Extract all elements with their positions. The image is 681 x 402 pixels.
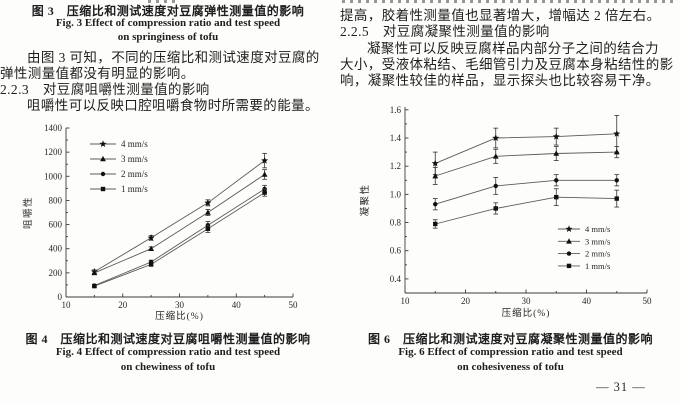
paragraph-line: 响，凝聚性较佳的样品，显示探头也比较容易干净。 [340, 73, 660, 88]
legend: 4 mm/s 3 mm/s 2 mm/s 1 mm/s [90, 139, 148, 194]
fig3-caption-en-2: on springiness of tofu [117, 31, 219, 43]
legend-label: 2 mm/s [121, 169, 148, 179]
paragraph-line: 大小，受液体粘结、毛细管引力及豆腐本身粘结性的影 [340, 57, 674, 72]
series-2mms [432, 174, 620, 211]
series-4mms [431, 115, 621, 176]
fig4-caption-zh: 图 4 压缩比和测试速度对豆腐咀嚼性测量值的影响 [25, 332, 311, 346]
paragraph-line: 咀嚼性可以反映口腔咀嚼食物时所需要的能量。 [27, 98, 319, 113]
svg-text:600: 600 [49, 220, 63, 230]
svg-text:30: 30 [175, 300, 185, 310]
fig6-caption-en-2: on cohesiveness of tofu [457, 361, 564, 373]
svg-text:0.4: 0.4 [390, 274, 402, 284]
svg-text:50: 50 [289, 300, 299, 310]
page-number: — 31 — [596, 380, 646, 394]
svg-text:1400: 1400 [44, 123, 63, 133]
fig6-cohesiveness-chart: 10 20 30 40 50 0.4 0.6 0.8 1.0 1.2 1.4 1.6 压缩比(%) 凝聚性… [340, 93, 681, 328]
series-1mms [91, 188, 268, 289]
svg-text:40: 40 [232, 300, 242, 310]
y-axis-label: 咀嚼性 [22, 196, 34, 229]
x-axis-label: 压缩比(%) [502, 307, 551, 319]
svg-text:20: 20 [461, 296, 471, 306]
series-2mms [91, 184, 268, 288]
series-3mms [432, 146, 620, 185]
legend-label: 3 mm/s [585, 236, 610, 246]
series-1mms [432, 188, 620, 229]
section-heading-225: 2.2.5 对豆腐凝聚性测量值的影响 [340, 24, 550, 39]
svg-text:1.2: 1.2 [390, 161, 401, 171]
svg-text:1200: 1200 [44, 147, 63, 157]
svg-text:20: 20 [118, 300, 128, 310]
fig6-caption-en-1: Fig. 6 Effect of compression ratio and t… [398, 346, 623, 358]
series-3mms [91, 169, 268, 276]
svg-text:1.0: 1.0 [390, 189, 402, 199]
svg-text:1.4: 1.4 [390, 133, 402, 143]
svg-text:1.6: 1.6 [390, 105, 402, 115]
right-column: 提高，胶着性测量值也显著增大，增幅达 2 倍左右。 2.2.5 对豆腐凝聚性测量… [340, 0, 681, 402]
fig6-caption-zh: 图 6 压缩比和测试速度对豆腐凝聚性测量值的影响 [367, 332, 653, 346]
axes [404, 107, 648, 294]
svg-text:400: 400 [49, 244, 63, 254]
series-4mms [90, 152, 269, 275]
legend-label: 1 mm/s [585, 261, 610, 271]
clipped-text-remnant-right [342, 0, 674, 3]
svg-text:10: 10 [62, 300, 72, 310]
svg-text:0.6: 0.6 [390, 246, 402, 256]
svg-text:1000: 1000 [44, 171, 63, 181]
svg-text:0.8: 0.8 [390, 218, 402, 228]
svg-text:0: 0 [58, 292, 63, 302]
svg-text:200: 200 [49, 268, 63, 278]
paragraph-line: 弹性测量值都没有明显的影响。 [0, 66, 195, 81]
left-column: 图 3 压缩比和测试速度对豆腐弹性测量值的影响 Fig. 3 Effect of… [0, 0, 336, 402]
fig6-plot-svg: 10 20 30 40 50 0.4 0.6 0.8 1.0 1.2 1.4 1.6 压缩比(%) 凝聚性… [359, 105, 653, 319]
legend: 4 mm/s 3 mm/s 2 mm/s 1 mm/s [558, 224, 610, 271]
paragraph-line: 由图 3 可知，不同的压缩比和测试速度对豆腐的 [27, 50, 320, 65]
svg-text:40: 40 [582, 296, 592, 306]
legend-label: 1 mm/s [121, 184, 148, 194]
fig3-caption-zh: 图 3 压缩比和测试速度对豆腐弹性测量值的影响 [31, 4, 305, 18]
svg-text:30: 30 [522, 296, 532, 306]
fig4-plot-svg: 10 20 30 40 50 0 200 400 600 800 1000 1200 1400 压缩比(%… [22, 123, 299, 322]
fig4-caption-en-2: on chewiness of tofu [120, 361, 216, 373]
legend-label: 3 mm/s [121, 154, 148, 164]
fig3-caption-en-1: Fig. 3 Effect of compression ratio and t… [55, 17, 281, 29]
legend-label: 4 mm/s [121, 139, 148, 149]
y-axis-label: 凝聚性 [359, 183, 371, 216]
paragraph-line: 提高，胶着性测量值也显著增大，增幅达 2 倍左右。 [340, 8, 661, 23]
section-heading-223: 2.2.3 对豆腐咀嚼性测量值的影响 [0, 82, 210, 97]
svg-text:800: 800 [49, 195, 63, 205]
svg-text:50: 50 [643, 296, 653, 306]
paragraph-line: 凝聚性可以反映豆腐样品内部分子之间的结合力 [367, 41, 659, 56]
legend-label: 4 mm/s [585, 224, 610, 234]
legend-label: 2 mm/s [585, 249, 610, 259]
svg-text:10: 10 [401, 296, 411, 306]
clipped-text-remnant-left [148, 0, 178, 3]
axes [65, 127, 294, 298]
fig4-caption-en-1: Fig. 4 Effect of compression ratio and t… [55, 346, 281, 358]
fig4-chewiness-chart: 10 20 30 40 50 0 200 400 600 800 1000 1200 1400 压缩比(%… [0, 118, 336, 330]
x-axis-label: 压缩比(%) [155, 310, 204, 322]
